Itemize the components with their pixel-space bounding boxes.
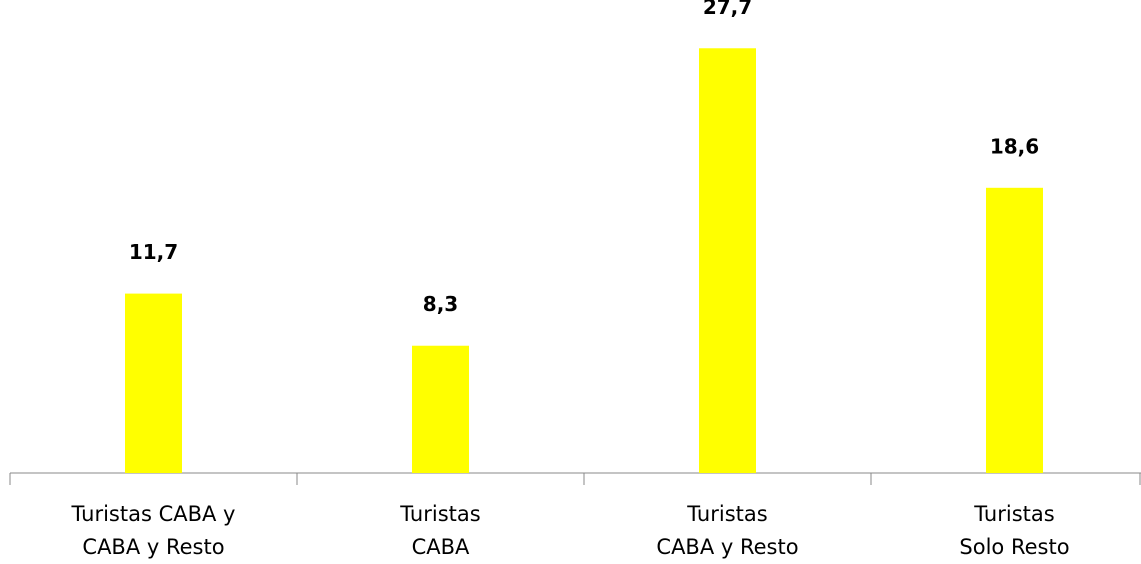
bar [125,293,182,473]
data-label: 27,7 [703,0,752,19]
x-tick-label: Turistas CABA y CABA y Resto [71,502,236,559]
data-label: 8,3 [423,292,458,316]
data-label: 11,7 [129,240,178,264]
data-label: 18,6 [990,134,1039,158]
bar [986,187,1043,474]
x-tick-label: Turistas Solo Resto [959,502,1070,559]
bar [699,48,756,474]
bar [412,345,469,473]
x-tick-label: Turistas CABA y Resto [656,502,799,559]
x-tick-label: Turistas CABA [400,502,481,559]
